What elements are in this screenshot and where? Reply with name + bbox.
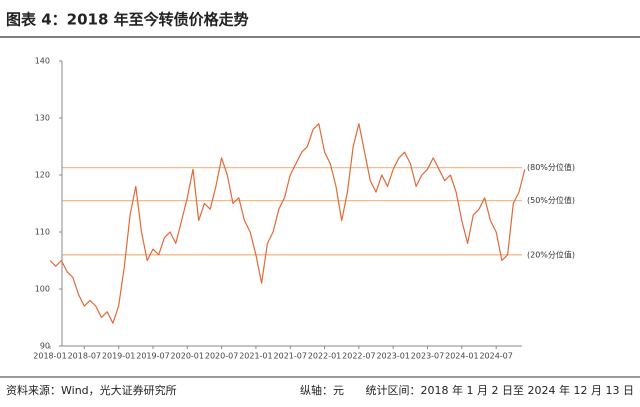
x-tick-label: 2024-07 xyxy=(479,352,512,361)
reference-label: (20%分位值) xyxy=(527,249,575,259)
y-tick-label: 120 xyxy=(35,171,50,180)
price-line xyxy=(49,123,526,324)
x-tick-label: 2023-07 xyxy=(411,352,444,361)
y-tick-label: 90 xyxy=(40,342,50,351)
x-tick-label: 2020-07 xyxy=(205,352,238,361)
y-tick-label: 140 xyxy=(35,57,50,66)
x-tick-label: 2023-01 xyxy=(376,352,409,361)
x-tick-label: 2022-07 xyxy=(342,352,375,361)
reference-label: (80%分位值) xyxy=(527,162,575,172)
x-tick-label: 2019-01 xyxy=(102,352,135,361)
x-tick-label: 2018-01 xyxy=(33,352,66,361)
y-tick-label: 130 xyxy=(35,114,50,123)
source: 资料来源：Wind，光大证券研究所 xyxy=(6,383,177,397)
x-tick-label: 2021-07 xyxy=(274,352,307,361)
x-tick-label: 2024-01 xyxy=(445,352,478,361)
x-tick-label: 2021-01 xyxy=(239,352,272,361)
y-tick-label: 110 xyxy=(35,228,50,237)
x-tick-label: 2018-07 xyxy=(68,352,101,361)
unit: 纵轴：元 xyxy=(300,383,344,397)
period: 统计区间：2018 年 1 月 2 日至 2024 年 12 月 13 日 xyxy=(366,383,634,397)
x-tick-label: 2020-01 xyxy=(171,352,204,361)
reference-label: (50%分位值) xyxy=(527,195,575,205)
y-tick-label: 100 xyxy=(35,285,50,294)
chart-title: 图表 4：2018 年至今转债价格走势 xyxy=(6,11,249,29)
x-tick-label: 2022-01 xyxy=(308,352,341,361)
x-tick-label: 2019-07 xyxy=(136,352,169,361)
